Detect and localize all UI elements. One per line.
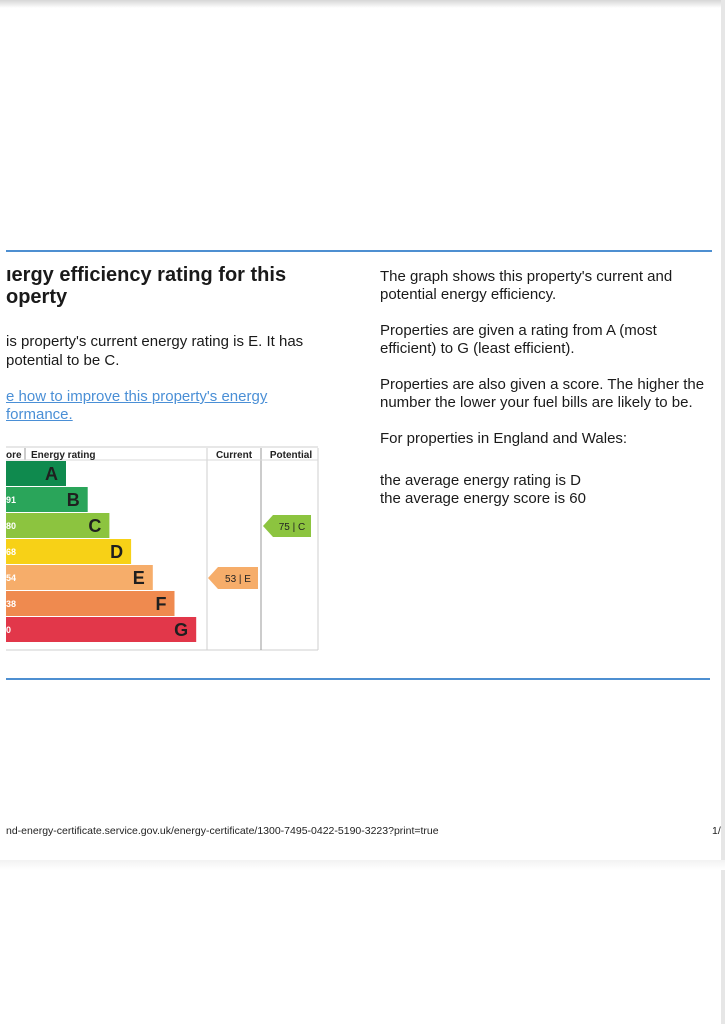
band-g bbox=[6, 617, 197, 642]
page-number: 1/ bbox=[712, 825, 721, 837]
header-energy-rating: Energy rating bbox=[31, 450, 95, 461]
header-current: Current bbox=[216, 450, 253, 461]
band-d bbox=[6, 539, 132, 564]
band-letter-c: C bbox=[88, 516, 101, 536]
explanation-score: Properties are also given a score. The h… bbox=[380, 376, 705, 411]
current-rating-text: is property's current energy rating is E… bbox=[6, 333, 304, 369]
section-heading: ıergy efficiency rating for this operty bbox=[6, 264, 287, 308]
scan-right-edge bbox=[721, 0, 725, 1024]
current-rating-arrow bbox=[208, 567, 258, 589]
chart-explanation: The graph shows this property's current … bbox=[380, 268, 715, 508]
band-score-b: 91 bbox=[6, 495, 16, 505]
band-score-d: 68 bbox=[6, 547, 16, 557]
band-letter-f: F bbox=[156, 594, 167, 614]
band-score-e: 54 bbox=[6, 573, 16, 583]
band-b bbox=[6, 487, 88, 512]
explanation-graph: The graph shows this property's current … bbox=[380, 268, 673, 303]
band-letter-b: B bbox=[67, 490, 80, 510]
band-c bbox=[6, 513, 110, 538]
band-score-c: 80 bbox=[6, 521, 16, 531]
rating-bands: AB 91 C 80 D 68 E 54 F 38 G 0 bbox=[6, 461, 197, 642]
section-divider-top bbox=[6, 250, 712, 252]
band-f bbox=[6, 591, 175, 616]
current-rating-label: 53 | E bbox=[225, 574, 251, 585]
energy-rating-chart: ore Energy rating Current Potential AB 91… bbox=[6, 446, 319, 651]
band-score-f: 38 bbox=[6, 599, 16, 609]
band-e bbox=[6, 565, 153, 590]
explanation-region: For properties in England and Wales: bbox=[380, 430, 628, 447]
band-a bbox=[6, 461, 66, 486]
potential-rating-arrow bbox=[263, 515, 311, 537]
rating-arrows: 53 | E 75 | C bbox=[208, 515, 311, 589]
scan-page-break bbox=[0, 860, 725, 870]
average-score: the average energy score is 60 bbox=[380, 490, 586, 507]
band-score-g: 0 bbox=[6, 625, 11, 635]
page-url: nd-energy-certificate.service.gov.uk/ene… bbox=[6, 825, 439, 837]
potential-rating-label: 75 | C bbox=[279, 522, 306, 533]
band-letter-d: D bbox=[110, 542, 123, 562]
section-divider-bottom bbox=[6, 678, 710, 680]
scan-top-edge bbox=[0, 0, 725, 8]
band-letter-g: G bbox=[174, 620, 188, 640]
header-score: ore bbox=[6, 450, 22, 461]
header-potential: Potential bbox=[270, 450, 312, 461]
band-letter-a: A bbox=[45, 464, 58, 484]
band-letter-e: E bbox=[133, 568, 145, 588]
average-rating: the average energy rating is D bbox=[380, 472, 581, 489]
explanation-rating-scale: Properties are given a rating from A (mo… bbox=[380, 322, 657, 357]
improve-energy-link[interactable]: e how to improve this property's energy … bbox=[6, 388, 268, 423]
